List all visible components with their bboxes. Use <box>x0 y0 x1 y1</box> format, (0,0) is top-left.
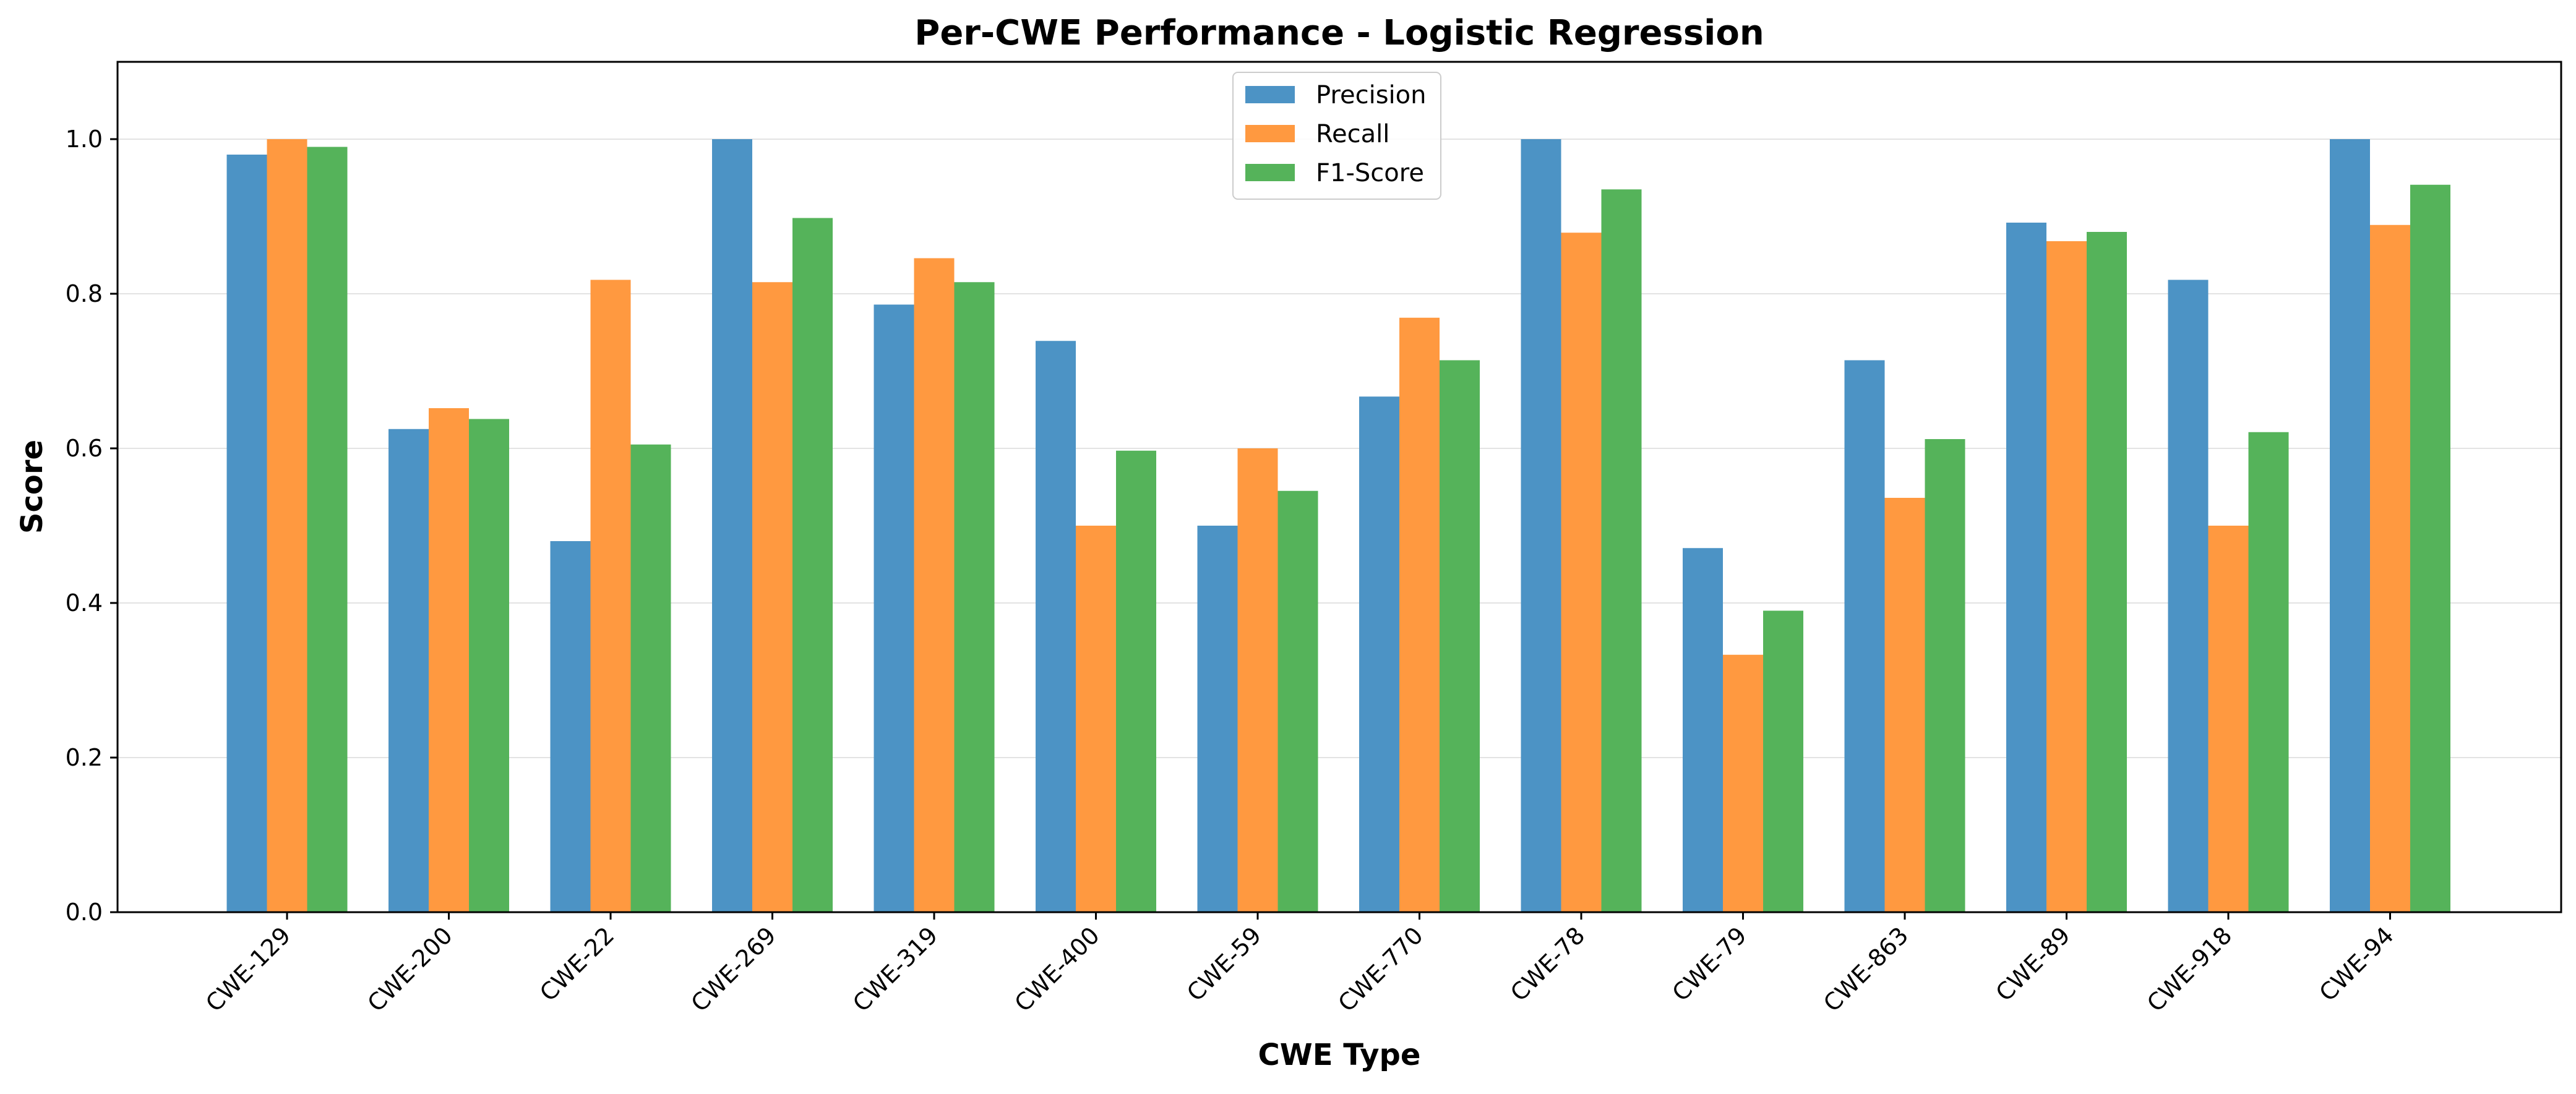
bar-recall-cwe-918 <box>2208 526 2249 912</box>
legend: Precision Recall F1-Score <box>1232 72 1441 200</box>
bar-f1-score-cwe-400 <box>1116 450 1156 912</box>
bar-f1-score-cwe-79 <box>1763 610 1803 912</box>
bar-f1-score-cwe-94 <box>2410 184 2450 912</box>
bar-precision-cwe-89 <box>2006 223 2046 912</box>
bar-precision-cwe-400 <box>1036 341 1076 912</box>
bar-precision-cwe-22 <box>550 541 591 912</box>
y-tick-label: 0.4 <box>66 589 103 617</box>
y-tick-label: 0.6 <box>66 435 103 462</box>
bar-recall-cwe-59 <box>1237 448 1278 912</box>
x-tick-label: CWE-770 <box>1333 921 1428 1017</box>
bar-precision-cwe-94 <box>2330 139 2370 912</box>
bar-precision-cwe-200 <box>389 429 429 912</box>
bar-recall-cwe-89 <box>2046 241 2087 912</box>
bar-f1-score-cwe-319 <box>954 282 995 912</box>
legend-swatch <box>1245 125 1295 142</box>
bar-f1-score-cwe-269 <box>792 218 833 912</box>
bar-f1-score-cwe-59 <box>1277 490 1318 912</box>
x-tick-label: CWE-59 <box>1182 921 1266 1006</box>
bar-f1-score-cwe-770 <box>1440 360 1480 912</box>
bar-precision-cwe-918 <box>2168 280 2209 912</box>
y-tick-label: 0.0 <box>66 899 103 926</box>
x-tick-label: CWE-94 <box>2314 921 2399 1006</box>
bar-precision-cwe-129 <box>226 155 267 912</box>
bar-f1-score-cwe-918 <box>2248 432 2289 912</box>
bar-precision-cwe-59 <box>1197 526 1238 912</box>
x-tick-label: CWE-89 <box>1991 921 2076 1006</box>
bar-precision-cwe-770 <box>1359 396 1399 912</box>
x-tick-label: CWE-319 <box>848 921 943 1017</box>
bar-precision-cwe-863 <box>1844 360 1885 912</box>
bar-recall-cwe-770 <box>1399 317 1440 912</box>
bar-recall-cwe-129 <box>267 139 307 912</box>
bar-recall-cwe-200 <box>429 408 469 912</box>
x-tick-label: CWE-78 <box>1505 921 1590 1006</box>
bar-precision-cwe-79 <box>1683 548 1723 912</box>
y-axis-title: Score <box>15 440 49 534</box>
legend-label: F1-Score <box>1316 159 1424 187</box>
bar-recall-cwe-94 <box>2370 224 2410 912</box>
x-tick-label: CWE-918 <box>2142 921 2237 1017</box>
legend-label: Recall <box>1316 120 1389 148</box>
x-axis: CWE-129 CWE-200 CWE-22 CWE-269 CWE-319 CWE-40… <box>200 912 2399 1017</box>
bar-recall-cwe-78 <box>1561 233 1602 912</box>
bars <box>226 139 2450 912</box>
x-tick-label: CWE-22 <box>535 921 619 1006</box>
bar-f1-score-cwe-22 <box>630 444 671 912</box>
plot-area-frame <box>116 61 2562 913</box>
bar-f1-score-cwe-129 <box>307 147 348 912</box>
bar-f1-score-cwe-200 <box>469 419 509 912</box>
x-tick-label: CWE-129 <box>200 921 296 1017</box>
y-axis: 0.0 0.2 0.4 0.6 0.8 1.0 <box>66 126 118 926</box>
bar-recall-cwe-400 <box>1076 526 1116 912</box>
legend-swatch <box>1245 164 1295 181</box>
bar-precision-cwe-78 <box>1521 139 1561 912</box>
y-tick-label: 1.0 <box>66 126 103 153</box>
bar-recall-cwe-863 <box>1884 498 1925 912</box>
bar-recall-cwe-319 <box>914 258 955 912</box>
bar-precision-cwe-319 <box>874 304 914 912</box>
y-tick-label: 0.8 <box>66 280 103 307</box>
bar-recall-cwe-79 <box>1723 654 1763 912</box>
bar-precision-cwe-269 <box>712 139 752 912</box>
x-tick-label: CWE-269 <box>685 921 781 1017</box>
x-axis-title: CWE Type <box>1258 1038 1421 1072</box>
x-tick-label: CWE-400 <box>1009 921 1104 1017</box>
bar-recall-cwe-269 <box>752 282 792 912</box>
bar-f1-score-cwe-89 <box>2087 232 2127 912</box>
chart-title: Per-CWE Performance - Logistic Regressio… <box>914 13 1764 53</box>
x-tick-label: CWE-863 <box>1818 921 1913 1017</box>
bar-recall-cwe-22 <box>590 280 631 912</box>
legend-swatch <box>1245 86 1295 103</box>
legend-label: Precision <box>1316 81 1426 109</box>
x-tick-label: CWE-200 <box>362 921 457 1017</box>
y-tick-label: 0.2 <box>66 744 103 771</box>
x-tick-label: CWE-79 <box>1667 921 1752 1006</box>
bar-f1-score-cwe-78 <box>1601 189 1642 912</box>
bar-f1-score-cwe-863 <box>1925 439 1965 912</box>
